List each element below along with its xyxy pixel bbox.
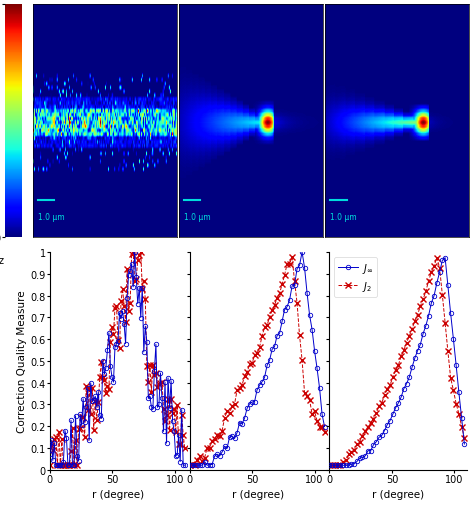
X-axis label: r (degree): r (degree) [372, 489, 424, 499]
Text: (c): (c) [389, 254, 406, 267]
Text: (a): (a) [96, 254, 114, 267]
X-axis label: r (degree): r (degree) [92, 489, 145, 499]
Text: 1.0 μm: 1.0 μm [38, 212, 64, 221]
X-axis label: r (degree): r (degree) [232, 489, 284, 499]
Y-axis label: Correction Quality Measure: Correction Quality Measure [18, 290, 27, 432]
Text: 1.0 μm: 1.0 μm [330, 212, 357, 221]
Text: 1.0 μm: 1.0 μm [184, 212, 210, 221]
Legend: $J_\infty$, $J_2$: $J_\infty$, $J_2$ [334, 258, 377, 297]
Text: (b): (b) [242, 254, 260, 267]
Text: z: z [0, 256, 4, 266]
